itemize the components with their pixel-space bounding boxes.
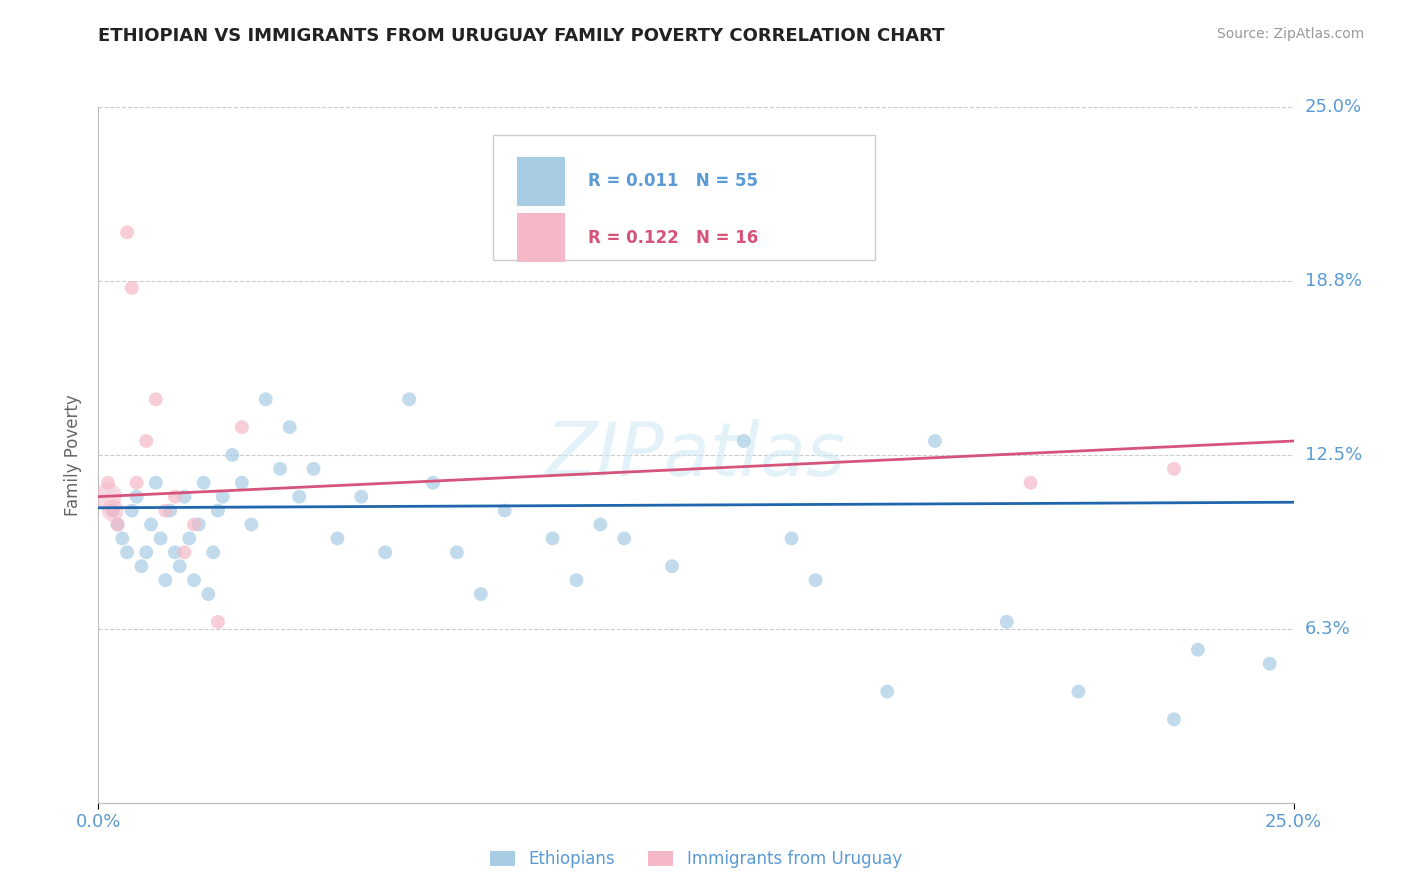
Point bbox=[202, 545, 225, 559]
Point bbox=[169, 559, 191, 574]
Point bbox=[145, 392, 167, 407]
Point bbox=[326, 532, 349, 546]
Text: R = 0.011   N = 55: R = 0.011 N = 55 bbox=[589, 172, 758, 190]
Text: 18.8%: 18.8% bbox=[1305, 272, 1361, 290]
Point bbox=[125, 475, 148, 490]
Point bbox=[1163, 712, 1185, 726]
Point bbox=[446, 545, 468, 559]
Point bbox=[541, 532, 564, 546]
Point bbox=[131, 559, 153, 574]
Point bbox=[183, 573, 205, 587]
Point bbox=[231, 420, 253, 434]
Point bbox=[183, 517, 205, 532]
Point bbox=[115, 545, 138, 559]
Point bbox=[221, 448, 243, 462]
Point bbox=[269, 462, 291, 476]
Point bbox=[163, 545, 186, 559]
Point bbox=[240, 517, 263, 532]
Text: 25.0%: 25.0% bbox=[1305, 98, 1362, 116]
Point bbox=[207, 503, 229, 517]
Point bbox=[1187, 642, 1209, 657]
Point bbox=[1067, 684, 1090, 698]
Point bbox=[121, 503, 143, 517]
Point bbox=[398, 392, 420, 407]
Point bbox=[565, 573, 588, 587]
Point bbox=[302, 462, 325, 476]
Text: ETHIOPIAN VS IMMIGRANTS FROM URUGUAY FAMILY POVERTY CORRELATION CHART: ETHIOPIAN VS IMMIGRANTS FROM URUGUAY FAM… bbox=[98, 27, 945, 45]
Point bbox=[179, 532, 201, 546]
Point bbox=[1258, 657, 1281, 671]
Text: ZIPatlas: ZIPatlas bbox=[546, 419, 846, 491]
Point bbox=[254, 392, 277, 407]
Point bbox=[197, 587, 219, 601]
FancyBboxPatch shape bbox=[494, 135, 875, 260]
Point bbox=[207, 615, 229, 629]
Point bbox=[995, 615, 1018, 629]
Text: 6.3%: 6.3% bbox=[1305, 620, 1350, 638]
Point bbox=[211, 490, 233, 504]
Point bbox=[135, 545, 157, 559]
Point bbox=[1163, 462, 1185, 476]
Point bbox=[107, 517, 129, 532]
Point bbox=[135, 434, 157, 448]
Point bbox=[231, 475, 253, 490]
Point bbox=[470, 587, 492, 601]
Text: Source: ZipAtlas.com: Source: ZipAtlas.com bbox=[1216, 27, 1364, 41]
Point bbox=[155, 503, 177, 517]
Point bbox=[173, 490, 195, 504]
Point bbox=[422, 475, 444, 490]
Point bbox=[163, 490, 186, 504]
Point bbox=[876, 684, 898, 698]
Point bbox=[733, 434, 755, 448]
Legend: Ethiopians, Immigrants from Uruguay: Ethiopians, Immigrants from Uruguay bbox=[484, 843, 908, 874]
Point bbox=[1019, 475, 1042, 490]
Bar bbox=[517, 213, 565, 262]
Point bbox=[288, 490, 311, 504]
Point bbox=[159, 503, 181, 517]
Point bbox=[278, 420, 301, 434]
Point bbox=[149, 532, 172, 546]
Bar bbox=[517, 157, 565, 205]
Point bbox=[374, 545, 396, 559]
Text: R = 0.122   N = 16: R = 0.122 N = 16 bbox=[589, 228, 759, 246]
Point bbox=[187, 517, 209, 532]
Point bbox=[101, 503, 124, 517]
Point bbox=[107, 517, 129, 532]
Point bbox=[780, 532, 803, 546]
Point bbox=[924, 434, 946, 448]
Point bbox=[121, 281, 143, 295]
Point bbox=[613, 532, 636, 546]
Point bbox=[97, 475, 120, 490]
Point bbox=[111, 532, 134, 546]
Point bbox=[145, 475, 167, 490]
Point bbox=[804, 573, 827, 587]
Point bbox=[173, 545, 195, 559]
Text: 12.5%: 12.5% bbox=[1305, 446, 1362, 464]
Point bbox=[97, 490, 120, 504]
Point bbox=[101, 503, 124, 517]
Point bbox=[115, 225, 138, 239]
Point bbox=[101, 503, 124, 517]
Point bbox=[350, 490, 373, 504]
Point bbox=[155, 573, 177, 587]
Point bbox=[589, 517, 612, 532]
Y-axis label: Family Poverty: Family Poverty bbox=[65, 394, 83, 516]
Point bbox=[125, 490, 148, 504]
Point bbox=[193, 475, 215, 490]
Point bbox=[494, 503, 516, 517]
Point bbox=[661, 559, 683, 574]
Point bbox=[139, 517, 162, 532]
